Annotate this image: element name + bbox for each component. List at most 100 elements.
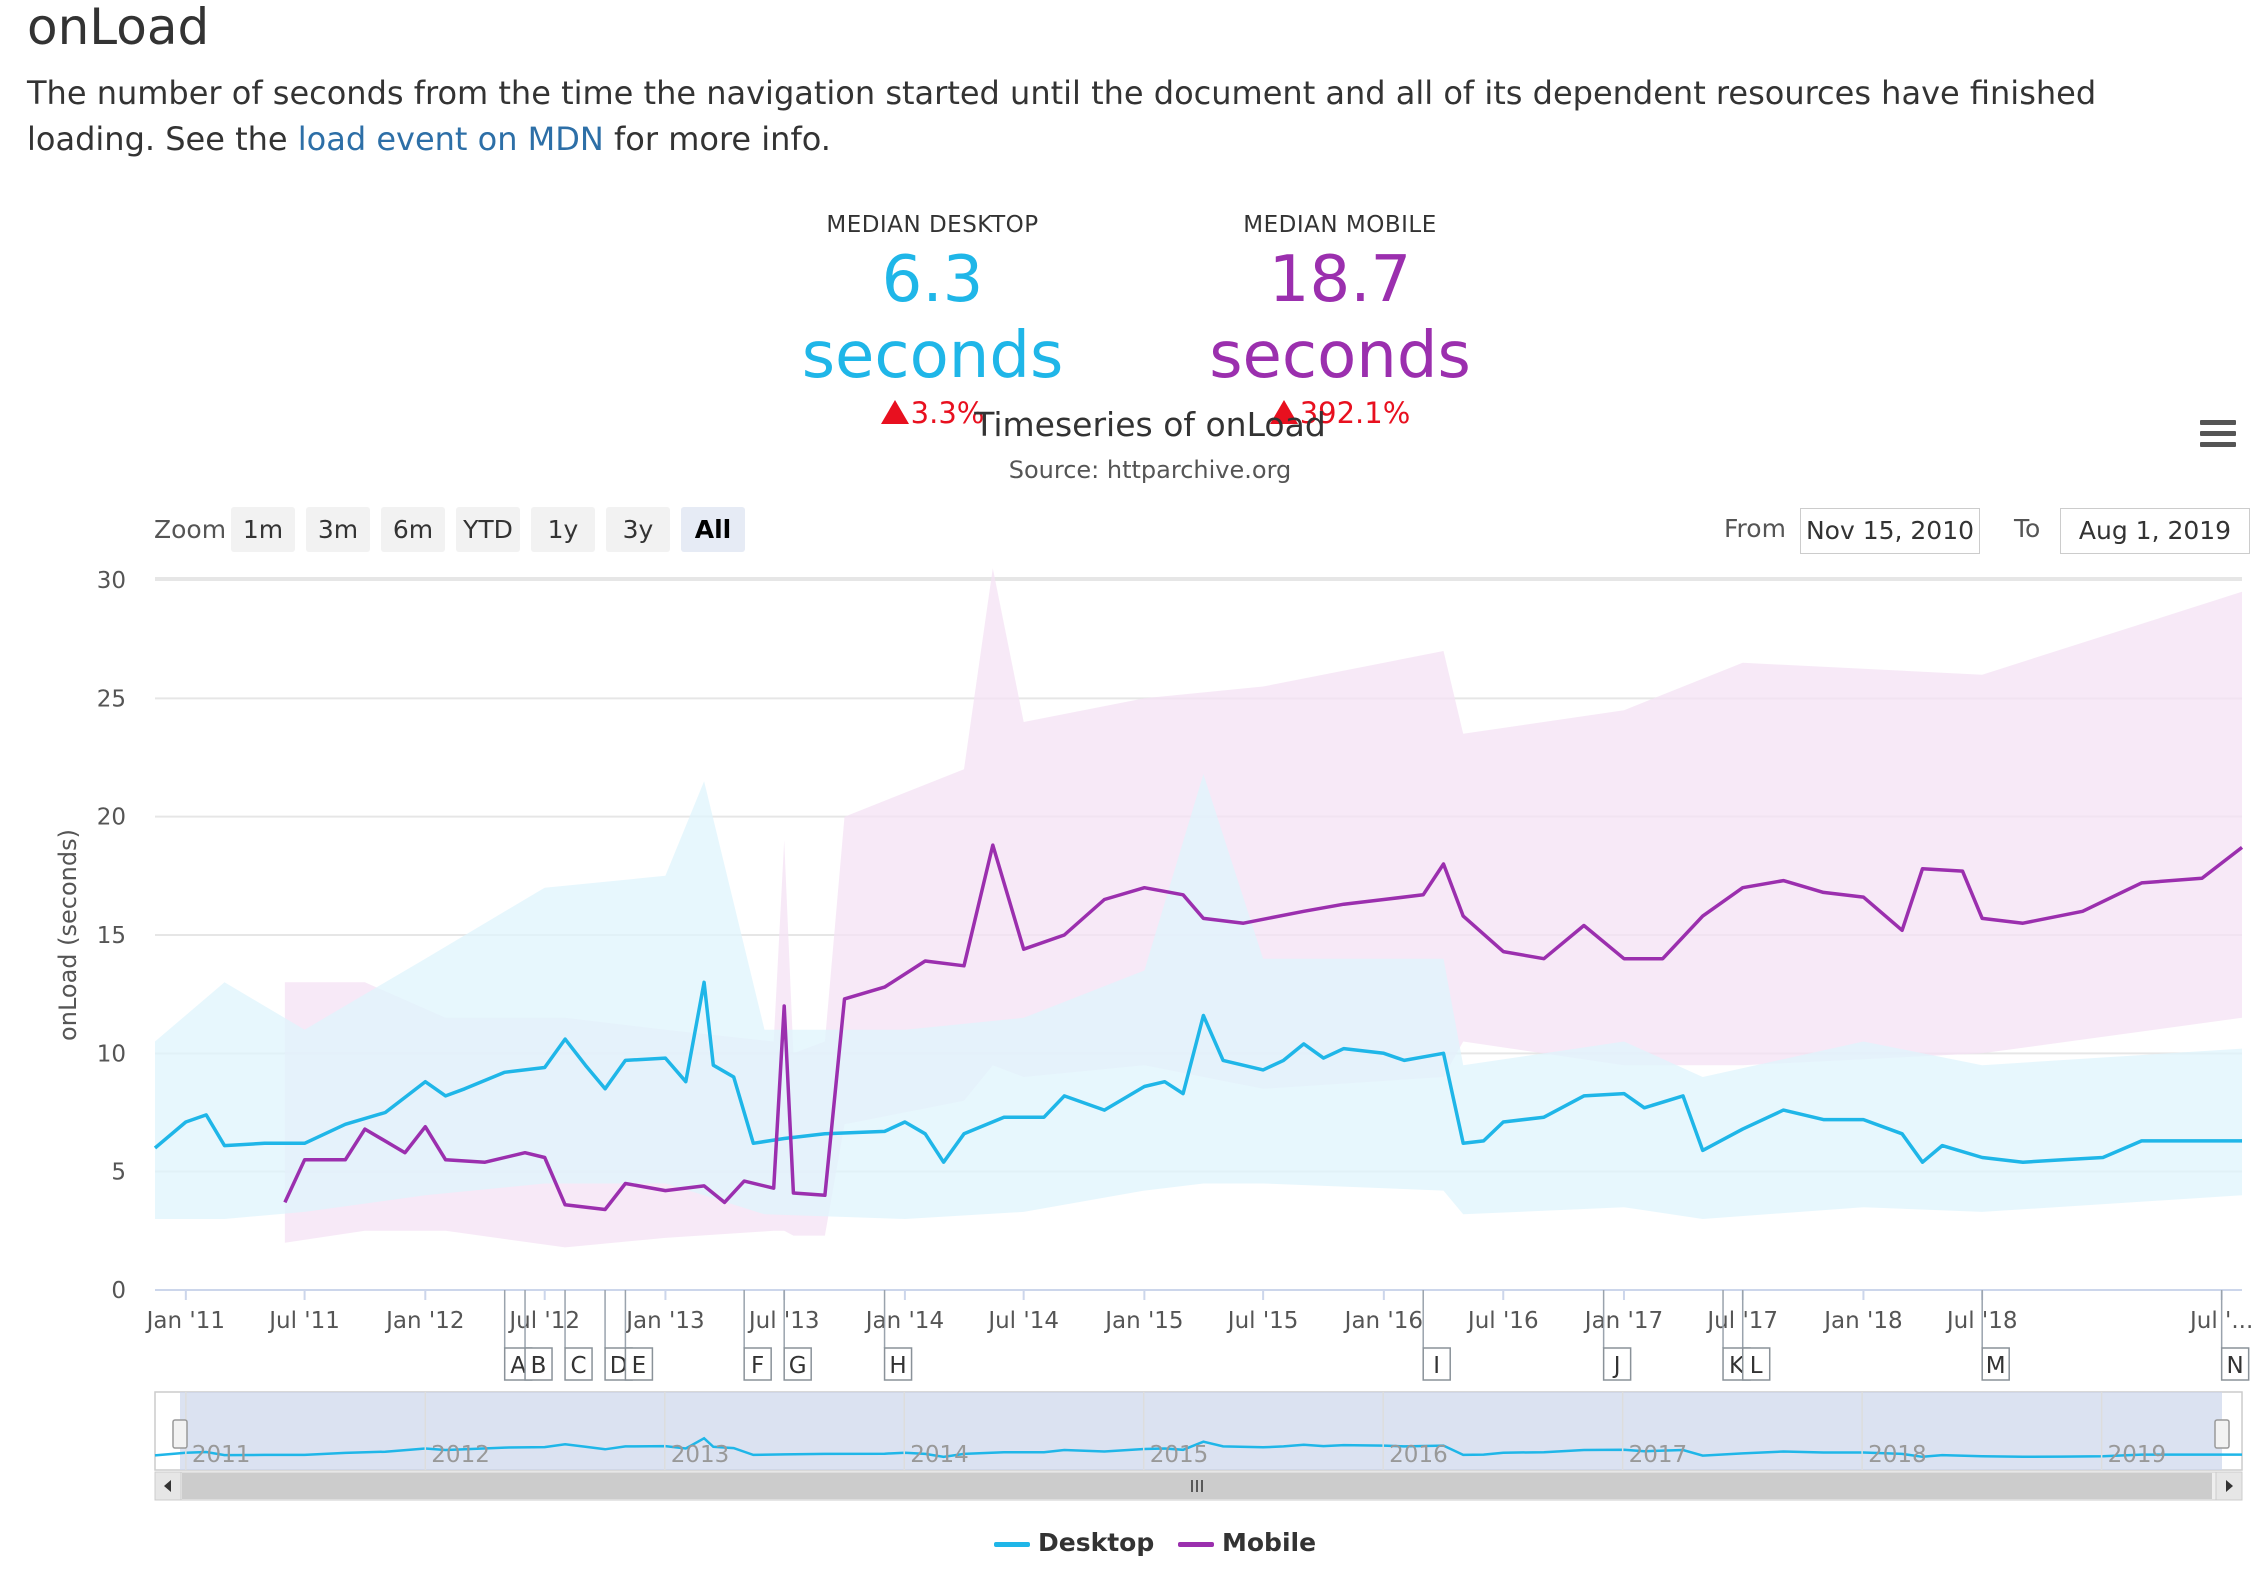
from-date-input[interactable]: Nov 15, 2010: [1800, 508, 1980, 554]
x-tick-label: Jul '14: [986, 1308, 1059, 1334]
page-description: The number of seconds from the time the …: [27, 70, 2227, 162]
to-date-input[interactable]: Aug 1, 2019: [2060, 508, 2250, 554]
to-label: To: [2014, 514, 2041, 543]
annotation-flag-label: M: [1986, 1353, 2006, 1379]
legend-mobile-label: Mobile: [1222, 1528, 1317, 1557]
annotation-flag-box: [2220, 1347, 2250, 1381]
y-tick-label: 20: [97, 805, 126, 831]
annotation-flag-box: [743, 1347, 772, 1381]
metric-mobile-change-text: 392.1%: [1299, 396, 1411, 430]
annotation-flag-label: N: [2227, 1353, 2244, 1379]
scroll-right-button[interactable]: [2215, 1471, 2243, 1501]
navigator-year-label: 2016: [1389, 1442, 1448, 1468]
zoom-ytd-button[interactable]: YTD: [456, 507, 520, 552]
x-tick-label: Jan '11: [145, 1308, 225, 1334]
x-tick-label: Jul '12: [507, 1308, 580, 1334]
zoom-all-button[interactable]: All: [681, 507, 745, 552]
x-tick-label: Jul '16: [1466, 1308, 1539, 1334]
metric-desktop-change: 3.3%: [760, 396, 1105, 430]
metric-desktop: MEDIAN DESKTOP 6.3 seconds 3.3%: [760, 212, 1105, 430]
metric-mobile: MEDIAN MOBILE 18.7 seconds 392.1%: [1150, 212, 1530, 430]
navigator-year-label: 2011: [192, 1442, 251, 1468]
navigator-year-label: 2019: [2108, 1442, 2167, 1468]
scroll-left-arrow-icon: [164, 1480, 171, 1492]
zoom-6m-button[interactable]: 6m: [381, 507, 445, 552]
y-tick-label: 15: [97, 923, 126, 949]
legend-mobile[interactable]: Mobile: [1178, 1528, 1316, 1557]
description-text-end: for more info.: [603, 120, 831, 158]
x-tick-label: Jan '16: [1343, 1308, 1423, 1334]
y-tick-label: 5: [111, 1160, 126, 1186]
y-axis-label: onLoad (seconds): [54, 829, 82, 1041]
desktop-swatch-icon: [994, 1541, 1030, 1547]
annotation-flag-box: [564, 1347, 593, 1381]
x-tick-label: Jul '17: [1705, 1308, 1778, 1334]
hamburger-menu-icon[interactable]: [2200, 420, 2236, 450]
annotation-flag-box: [524, 1347, 553, 1381]
up-triangle-icon: [880, 400, 909, 424]
annotation-flag-box: [624, 1347, 654, 1381]
annotation-flag-label: G: [789, 1353, 807, 1379]
metric-mobile-label: MEDIAN MOBILE: [1243, 212, 1437, 238]
metric-mobile-change: 392.1%: [1150, 396, 1530, 430]
annotation-flag-label: D: [610, 1353, 628, 1379]
annotation-flag-box: [1741, 1347, 1771, 1381]
annotation-flag-label: K: [1729, 1353, 1745, 1379]
series-band-desktop: [155, 774, 2242, 1219]
annotation-flag-label: F: [751, 1353, 764, 1379]
annotation-flag-box: [883, 1347, 913, 1381]
x-tick-label: Jan '14: [864, 1308, 944, 1334]
metric-desktop-change-text: 3.3%: [910, 396, 985, 430]
zoom-3y-button[interactable]: 3y: [606, 507, 670, 552]
x-tick-label: Jul '15: [1226, 1308, 1299, 1334]
x-tick-label: Jul '11: [267, 1308, 340, 1334]
navigator-year-label: 2012: [431, 1442, 490, 1468]
y-tick-label: 25: [97, 686, 126, 712]
y-tick-label: 30: [97, 568, 126, 594]
x-tick-label: Jan '12: [384, 1308, 464, 1334]
metric-desktop-value: 6.3 seconds: [801, 243, 1064, 393]
annotation-flag-label: H: [889, 1353, 906, 1379]
x-tick-label: Jul '18: [1945, 1308, 2018, 1334]
y-tick-label: 10: [97, 1041, 126, 1067]
chart-title: Timeseries of onLoad: [973, 405, 1326, 444]
legend-desktop-label: Desktop: [1038, 1528, 1155, 1557]
navigator-year-label: 2017: [1629, 1442, 1688, 1468]
x-tick-label: Jan '17: [1583, 1308, 1663, 1334]
y-tick-label: 0: [111, 1278, 126, 1304]
zoom-3m-button[interactable]: 3m: [306, 507, 370, 552]
legend-desktop[interactable]: Desktop: [994, 1528, 1154, 1557]
x-tick-label: Jan '15: [1103, 1308, 1183, 1334]
navigator-selection: [180, 1392, 2222, 1470]
navigator-year-label: 2018: [1868, 1442, 1927, 1468]
annotation-flag-box: [1422, 1347, 1451, 1381]
zoom-1m-button[interactable]: 1m: [231, 507, 295, 552]
page-title: onLoad: [27, 0, 210, 56]
annotation-flag-box: [1981, 1347, 2010, 1381]
mobile-swatch-icon: [1178, 1541, 1214, 1547]
annotation-flag-label: E: [632, 1353, 647, 1379]
navigator-handle-left[interactable]: [172, 1419, 188, 1449]
mdn-link[interactable]: load event on MDN: [297, 120, 604, 158]
annotation-flag-box: [1602, 1347, 1632, 1381]
zoom-label: Zoom: [154, 515, 227, 544]
metric-mobile-value: 18.7 seconds: [1209, 243, 1471, 393]
navigator-year-label: 2015: [1150, 1442, 1209, 1468]
x-tick-label: Jan '13: [624, 1308, 704, 1334]
annotation-flag-label: B: [531, 1353, 547, 1379]
chart-subtitle: Source: httparchive.org: [1009, 456, 1292, 484]
navigator-year-label: 2014: [910, 1442, 969, 1468]
zoom-1y-button[interactable]: 1y: [531, 507, 595, 552]
annotation-flag-label: C: [571, 1353, 587, 1379]
scroll-right-arrow-icon: [2226, 1480, 2233, 1492]
annotation-flag-box: [783, 1347, 812, 1381]
x-tick-label: Jul '13: [747, 1308, 820, 1334]
annotation-flag-label: L: [1750, 1353, 1763, 1379]
metric-desktop-label: MEDIAN DESKTOP: [826, 212, 1039, 238]
annotation-flag-label: I: [1433, 1353, 1440, 1379]
series-line-mobile: [283, 843, 2244, 1212]
navigator-handle-right[interactable]: [2214, 1419, 2230, 1449]
up-triangle-icon: [1269, 400, 1298, 424]
from-label: From: [1724, 514, 1786, 543]
